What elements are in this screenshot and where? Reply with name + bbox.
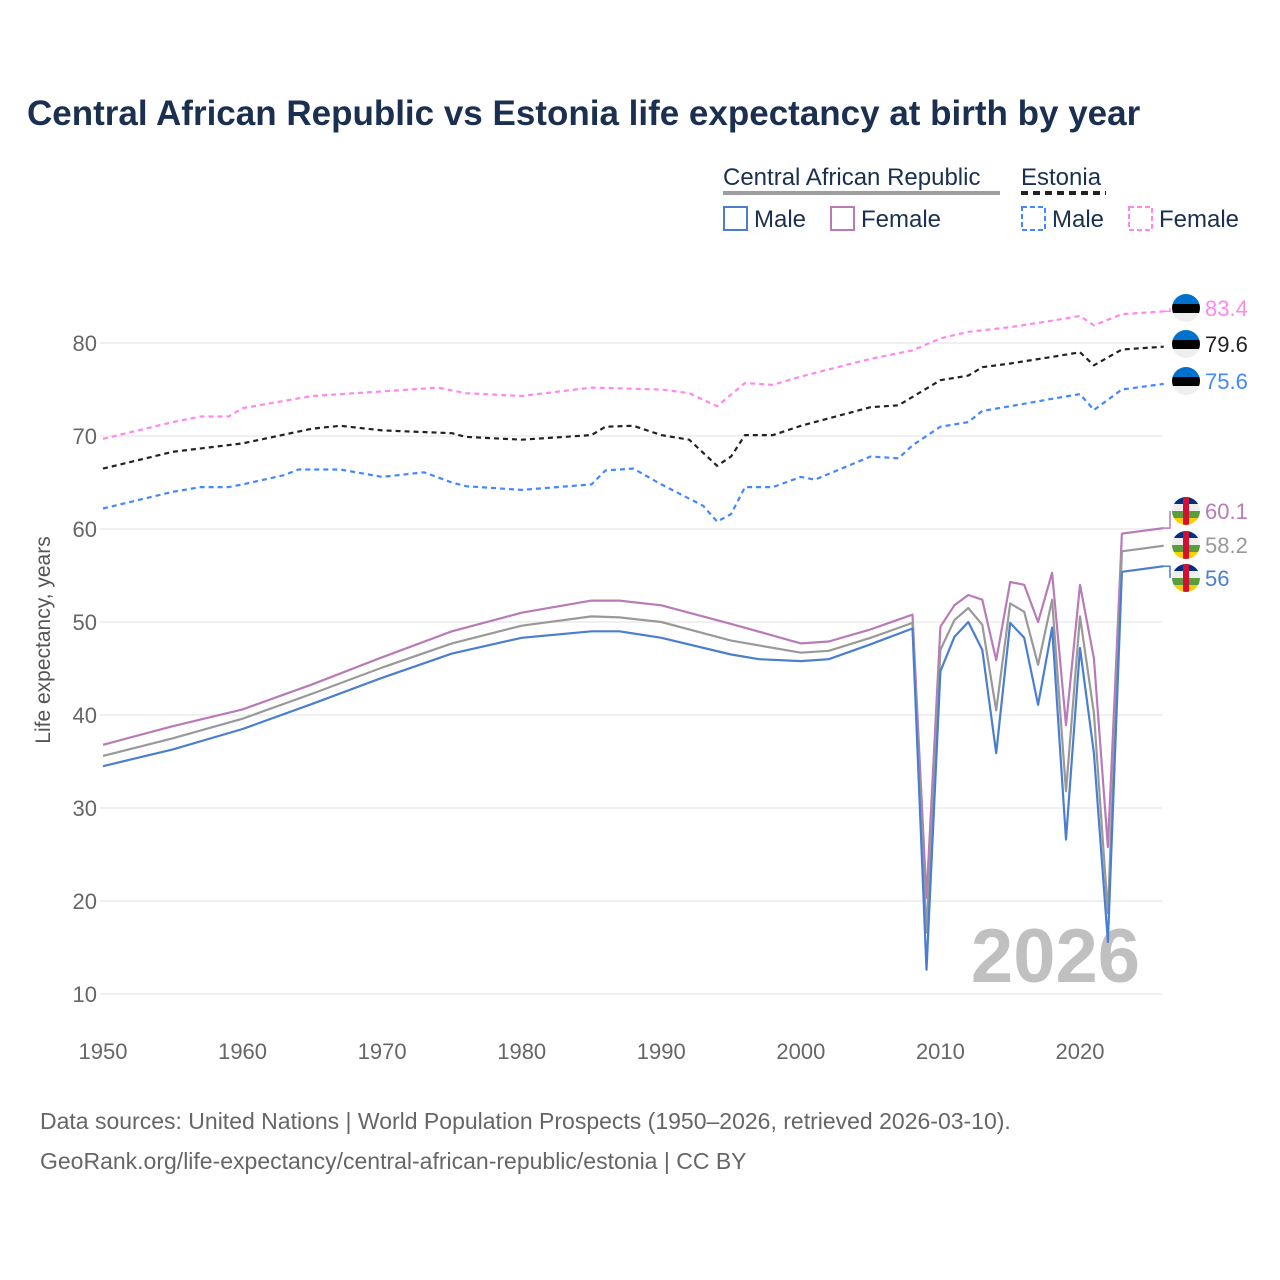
legend-item-label: Male — [754, 206, 806, 233]
y-tick-label: 60 — [73, 517, 97, 542]
source-line-2: GeoRank.org/life-expectancy/central-afri… — [40, 1148, 747, 1174]
y-tick-label: 30 — [73, 796, 97, 821]
legend-swatch-icon — [1128, 206, 1153, 231]
x-tick-label: 2000 — [776, 1039, 825, 1064]
series-line — [102, 382, 1164, 523]
car-flag-icon — [1172, 531, 1200, 559]
x-tick-label: 1980 — [497, 1039, 546, 1064]
legend-item-label: Female — [1159, 206, 1239, 233]
label-connector — [1163, 308, 1171, 313]
x-tick-label: 1950 — [79, 1039, 128, 1064]
end-value-label: 75.6 — [1205, 369, 1248, 394]
y-tick-label: 10 — [73, 982, 97, 1007]
y-tick-label: 20 — [73, 889, 97, 914]
legend-swatch-icon — [1021, 206, 1046, 231]
estonia-flag-icon — [1172, 367, 1200, 395]
y-tick-label: 40 — [73, 703, 97, 728]
estonia-flag-icon — [1172, 294, 1200, 322]
series-line — [102, 345, 1164, 470]
end-value-label: 58.2 — [1205, 533, 1248, 558]
end-value-label: 60.1 — [1205, 499, 1248, 524]
x-tick-label: 1970 — [358, 1039, 407, 1064]
end-value-label: 79.6 — [1205, 332, 1248, 357]
x-tick-label: 1990 — [637, 1039, 686, 1064]
series-line — [102, 310, 1164, 440]
series-line — [102, 527, 1164, 900]
legend-item-label: Female — [861, 206, 941, 233]
legend-swatch-icon — [830, 206, 855, 231]
legend-group-estonia: Estonia — [1021, 164, 1102, 191]
car-flag-icon — [1172, 497, 1200, 525]
estonia-flag-icon — [1172, 330, 1200, 358]
car-flag-icon — [1172, 564, 1200, 592]
y-tick-label: 50 — [73, 610, 97, 635]
y-tick-label: 80 — [73, 331, 97, 356]
chart-title: Central African Republic vs Estonia life… — [27, 94, 1141, 133]
year-watermark: 2026 — [971, 914, 1140, 999]
legend-group-car: Central African Republic — [723, 164, 980, 191]
x-tick-label: 1960 — [218, 1039, 267, 1064]
source-line-1: Data sources: United Nations | World Pop… — [40, 1108, 1011, 1134]
x-tick-label: 2010 — [916, 1039, 965, 1064]
label-connector — [1163, 565, 1171, 578]
x-tick-label: 2020 — [1056, 1039, 1105, 1064]
label-connector — [1163, 511, 1171, 529]
legend-swatch-icon — [723, 206, 748, 231]
end-value-label: 56 — [1205, 566, 1229, 591]
legend-item-label: Male — [1052, 206, 1104, 233]
y-axis-label: Life expectancy, years — [32, 536, 55, 743]
end-value-label: 83.4 — [1205, 296, 1248, 321]
y-tick-label: 70 — [73, 424, 97, 449]
series-line — [102, 565, 1164, 971]
series-line — [102, 544, 1164, 934]
